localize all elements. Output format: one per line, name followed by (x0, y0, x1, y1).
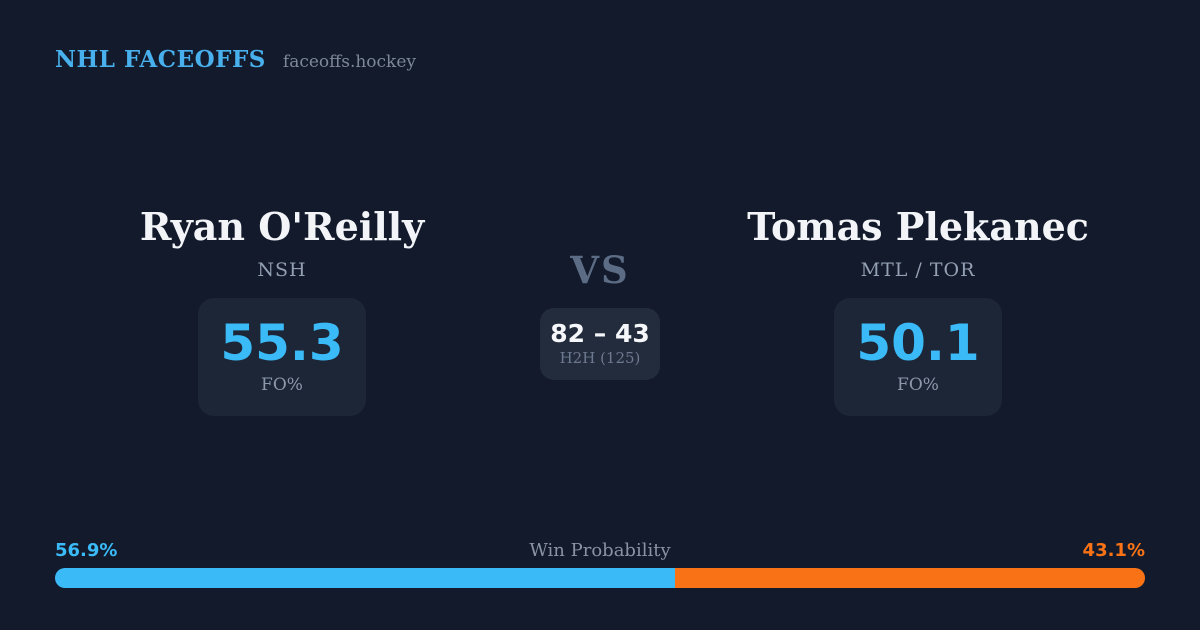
head-to-head-sublabel: H2H (125) (559, 349, 641, 368)
win-probability-right-pct: 43.1% (1082, 540, 1145, 561)
player-right-name: Tomas Plekanec (747, 204, 1089, 249)
player-left-stat-label: FO% (261, 375, 303, 396)
player-left-faceoff-pct: 55.3 (220, 314, 344, 373)
player-right-column: Tomas Plekanec MTL / TOR 50.1 FO% (718, 205, 1118, 416)
head-to-head-score: 82 – 43 (550, 318, 650, 348)
player-left-name: Ryan O'Reilly (139, 204, 425, 249)
win-probability-left-pct: 56.9% (55, 540, 118, 561)
win-probability-section: 56.9% Win Probability 43.1% (55, 540, 1145, 588)
player-right-stat-label: FO% (897, 375, 939, 396)
win-probability-bar (55, 568, 1145, 588)
brand-logo-text: NHL FACEOFFS (55, 46, 266, 73)
win-probability-bar-right-segment (675, 568, 1145, 588)
player-right-faceoff-pct: 50.1 (856, 314, 980, 373)
win-probability-title: Win Probability (529, 540, 671, 561)
player-left-column: Ryan O'Reilly NSH 55.3 FO% (82, 205, 482, 416)
site-url: faceoffs.hockey (282, 52, 417, 72)
player-right-team: MTL / TOR (860, 258, 976, 281)
vs-label: VS (570, 248, 630, 292)
header: NHL FACEOFFS faceoffs.hockey (55, 46, 416, 73)
player-left-stat-card: 55.3 FO% (198, 297, 366, 416)
win-probability-bar-left-segment (55, 568, 676, 588)
player-right-stat-card: 50.1 FO% (834, 297, 1002, 416)
player-left-team: NSH (257, 258, 307, 281)
win-probability-labels: 56.9% Win Probability 43.1% (55, 540, 1145, 562)
matchup-center-column: VS 82 – 43 H2H (125) (480, 205, 720, 380)
head-to-head-card: 82 – 43 H2H (125) (540, 307, 660, 380)
